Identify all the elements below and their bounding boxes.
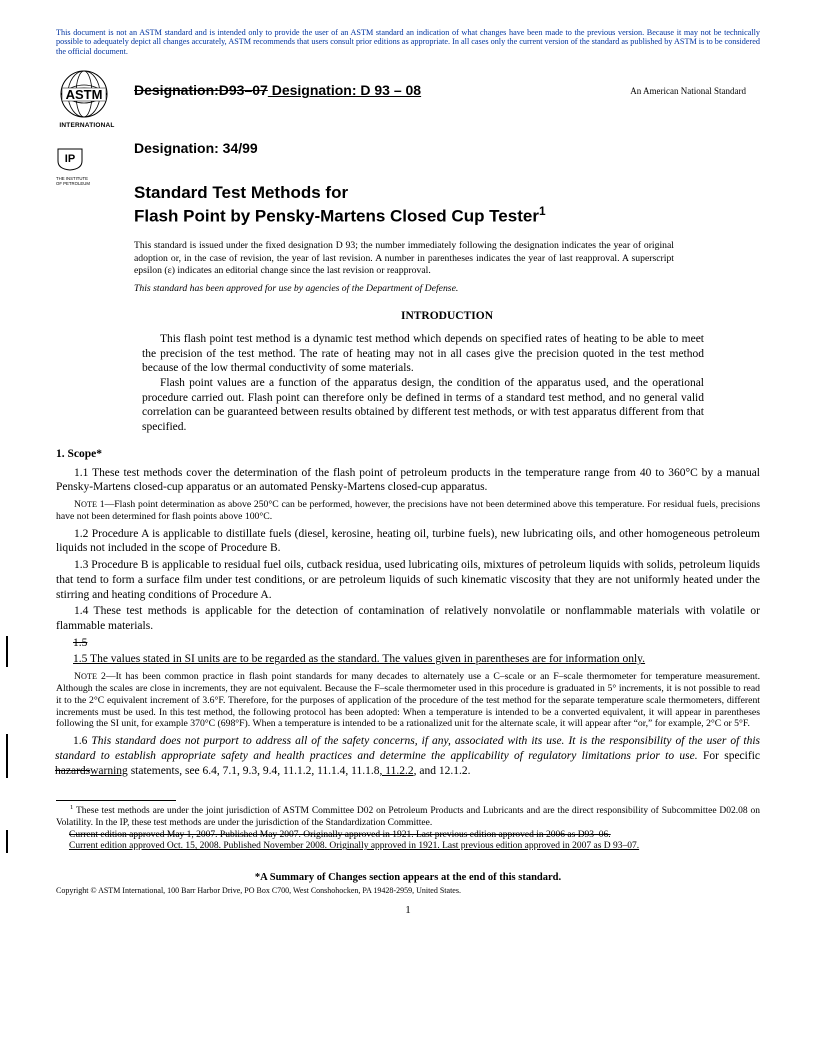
- top-disclaimer: This document is not an ASTM standard an…: [56, 28, 760, 56]
- introduction-body: This flash point test method is a dynami…: [134, 332, 760, 435]
- para-1-3: 1.3 Procedure B is applicable to residua…: [56, 558, 760, 602]
- para-1-5-new: 1.5 The values stated in SI units are to…: [55, 652, 760, 667]
- copyright: Copyright © ASTM International, 100 Barr…: [56, 886, 760, 896]
- ans-note: An American National Standard: [630, 86, 746, 96]
- changebar-footnote: Current edition approved May 1, 2007. Pu…: [6, 830, 760, 853]
- ip-logo-icon: IP THE INSTITUTEOF PETROLEUM: [56, 147, 90, 186]
- footnote-edition-old: Current edition approved May 1, 2007. Pu…: [55, 830, 760, 842]
- dod-note: This standard has been approved for use …: [134, 283, 760, 294]
- para-1-6: 1.6 This standard does not purport to ad…: [55, 734, 760, 778]
- footnote-rule: [56, 800, 176, 801]
- old-designation: Designation:D93–07: [134, 82, 268, 98]
- footnote-edition-new: Current edition approved Oct. 15, 2008. …: [55, 841, 760, 853]
- para-1-4: 1.4 These test methods is applicable for…: [56, 604, 760, 633]
- svg-text:IP: IP: [65, 153, 75, 165]
- header: ASTM INTERNATIONAL IP THE INSTITUTEOF PE…: [56, 68, 760, 435]
- para-1-5-old: 1.5: [55, 636, 760, 651]
- body: 1. Scope* 1.1 These test methods cover t…: [56, 447, 760, 917]
- astm-logo-icon: ASTM: [56, 68, 112, 124]
- note-1: NOTE 1—Flash point determination as abov…: [56, 499, 760, 523]
- svg-text:ASTM: ASTM: [66, 87, 103, 102]
- para-1-2: 1.2 Procedure A is applicable to distill…: [56, 527, 760, 556]
- summary-of-changes: *A Summary of Changes section appears at…: [56, 871, 760, 884]
- main-title: Standard Test Methods for Flash Point by…: [134, 182, 760, 226]
- new-designation: Designation: D 93 – 08: [268, 82, 421, 98]
- ip-designation: Designation: 34/99: [134, 140, 760, 156]
- page-number: 1: [56, 903, 760, 917]
- introduction-heading: INTRODUCTION: [134, 310, 760, 322]
- scope-heading: 1. Scope*: [56, 447, 760, 462]
- footnote-1: 1 These test methods are under the joint…: [56, 804, 760, 829]
- note-2: NOTE 2—It has been common practice in fl…: [56, 671, 760, 730]
- issued-note: This standard is issued under the fixed …: [134, 240, 760, 276]
- changebar-1-6: 1.6 This standard does not purport to ad…: [6, 734, 760, 778]
- changebar-1-5: 1.5 1.5 The values stated in SI units ar…: [6, 636, 760, 667]
- para-1-1: 1.1 These test methods cover the determi…: [56, 466, 760, 495]
